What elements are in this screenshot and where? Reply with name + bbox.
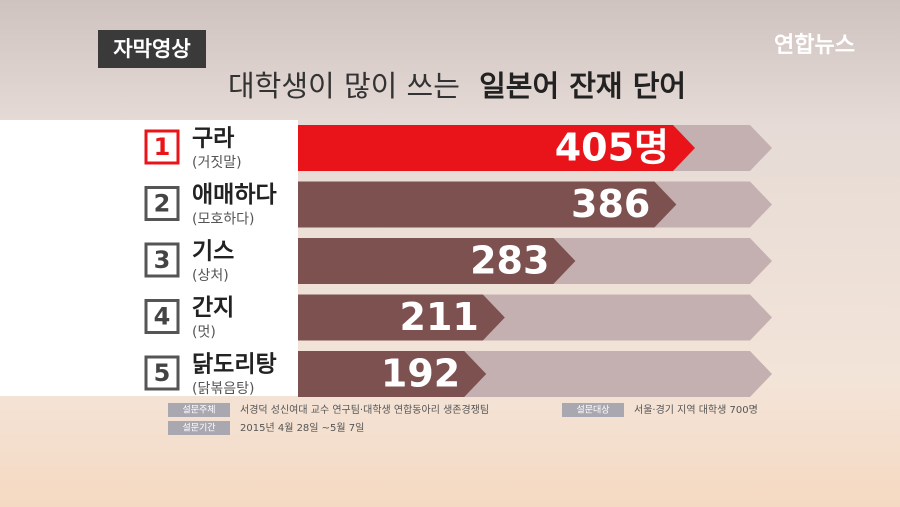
- bar: [298, 351, 487, 397]
- category: 구라: [192, 126, 234, 152]
- footer-text: 2015년 4월 28일 ~5월 7일: [240, 422, 364, 434]
- meaning: (닭볶음탕): [192, 381, 254, 397]
- bar: [298, 294, 505, 341]
- tag-box: [98, 30, 206, 68]
- rank-box: [144, 186, 180, 221]
- value-label: 192: [381, 352, 460, 396]
- bar: [298, 238, 576, 284]
- tag: 자막영상: [113, 37, 190, 61]
- bar: [298, 181, 677, 228]
- chart-title: 대학생이 많이 쓰는 일본어 잔재 단어: [228, 69, 686, 103]
- rank-box: [144, 355, 180, 391]
- category: 애매하다: [192, 182, 277, 208]
- rank: 4: [154, 303, 171, 331]
- footer-key-box: [168, 403, 230, 417]
- title-emphasis: 일본어 잔재 단어: [479, 69, 686, 103]
- meaning: (거짓말): [192, 155, 242, 171]
- footer-key: 설문대상: [576, 405, 609, 416]
- meaning: (멋): [192, 325, 216, 341]
- footer-key: 설문주체: [182, 405, 215, 416]
- value-label: 386: [571, 182, 650, 226]
- value-label: 405명: [555, 126, 669, 170]
- rank: 1: [154, 133, 171, 161]
- value-label: 211: [400, 295, 479, 339]
- rank: 5: [154, 359, 171, 387]
- meaning: (상처): [192, 268, 229, 284]
- brand: 연합뉴스: [774, 32, 855, 58]
- rank-box: [144, 299, 180, 334]
- category: 닭도리탕: [192, 352, 277, 378]
- footer-key-box: [168, 421, 230, 435]
- value-label: 283: [470, 239, 549, 283]
- footer-key: 설문기간: [182, 423, 215, 434]
- category: 기스: [192, 239, 234, 265]
- rank-box: [144, 242, 180, 278]
- footer-text: 서울·경기 지역 대학생 700명: [634, 403, 758, 416]
- rank: 3: [154, 246, 171, 274]
- bar: [298, 125, 695, 171]
- rank-box: [144, 129, 180, 165]
- category: 간지: [192, 295, 234, 321]
- title-main: 대학생이 많이 쓰는: [228, 69, 460, 103]
- meaning: (모호하다): [192, 212, 254, 228]
- footer-key-box: [562, 403, 624, 417]
- footer-text: 서경덕 성신여대 교수 연구팀·대학생 연합동아리 생존경쟁팀: [240, 403, 489, 416]
- rank: 2: [154, 190, 171, 218]
